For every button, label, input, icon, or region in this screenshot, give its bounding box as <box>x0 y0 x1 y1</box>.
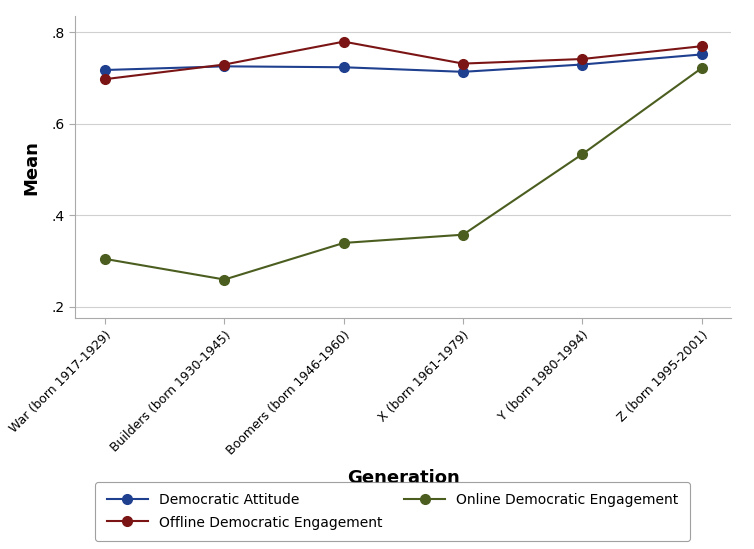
Democratic Attitude <box>220 63 229 70</box>
Online Democratic Engagement <box>578 151 587 158</box>
Online Democratic Engagement <box>339 239 348 246</box>
Democratic Attitude <box>339 64 348 70</box>
Democratic Attitude <box>101 67 110 74</box>
Online Democratic Engagement <box>101 256 110 262</box>
Legend: Democratic Attitude, Offline Democratic Engagement, Online Democratic Engagement: Democratic Attitude, Offline Democratic … <box>96 483 690 541</box>
Offline Democratic Engagement <box>578 55 587 62</box>
Online Democratic Engagement <box>697 65 706 71</box>
Offline Democratic Engagement <box>220 61 229 68</box>
Democratic Attitude <box>697 51 706 58</box>
Offline Democratic Engagement <box>458 60 467 67</box>
Online Democratic Engagement <box>220 276 229 283</box>
Offline Democratic Engagement <box>101 76 110 82</box>
Line: Online Democratic Engagement: Online Democratic Engagement <box>100 63 706 284</box>
Online Democratic Engagement <box>458 232 467 238</box>
Democratic Attitude <box>578 61 587 68</box>
Offline Democratic Engagement <box>697 43 706 49</box>
Line: Offline Democratic Engagement: Offline Democratic Engagement <box>100 37 706 84</box>
X-axis label: Generation: Generation <box>347 469 460 486</box>
Offline Democratic Engagement <box>339 38 348 45</box>
Democratic Attitude <box>458 69 467 75</box>
Line: Democratic Attitude: Democratic Attitude <box>100 49 706 77</box>
Y-axis label: Mean: Mean <box>23 140 41 195</box>
